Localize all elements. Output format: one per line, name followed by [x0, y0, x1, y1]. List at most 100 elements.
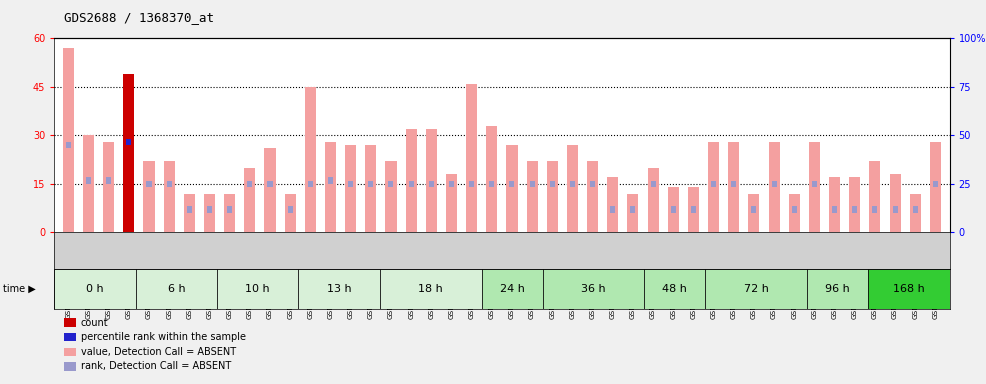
Bar	[247, 180, 252, 187]
Bar	[164, 161, 175, 232]
Bar	[587, 161, 599, 232]
Bar	[308, 180, 313, 187]
Bar	[245, 168, 255, 232]
Bar	[705, 269, 808, 309]
Bar	[405, 129, 417, 232]
Bar	[768, 142, 780, 232]
Bar	[348, 180, 353, 187]
Bar	[590, 180, 596, 187]
Bar	[325, 142, 336, 232]
Bar	[369, 180, 374, 187]
Bar	[567, 145, 578, 232]
Bar	[829, 177, 840, 232]
Bar	[751, 207, 756, 213]
Text: 10 h: 10 h	[246, 284, 270, 294]
Bar	[811, 180, 817, 187]
Bar	[183, 194, 195, 232]
Bar	[305, 87, 316, 232]
Text: 72 h: 72 h	[743, 284, 769, 294]
Text: 0 h: 0 h	[86, 284, 104, 294]
Bar	[147, 180, 152, 187]
Bar	[345, 145, 356, 232]
Text: 13 h: 13 h	[326, 284, 351, 294]
Text: 6 h: 6 h	[168, 284, 185, 294]
Bar	[708, 142, 719, 232]
Bar	[542, 269, 644, 309]
Bar	[849, 177, 861, 232]
Bar	[207, 207, 212, 213]
Bar	[873, 207, 878, 213]
Bar	[86, 177, 91, 184]
Bar	[386, 161, 396, 232]
Text: 48 h: 48 h	[663, 284, 687, 294]
Bar	[627, 194, 639, 232]
Bar	[143, 161, 155, 232]
Bar	[264, 148, 275, 232]
Bar	[651, 180, 656, 187]
Bar	[489, 180, 494, 187]
Bar	[426, 129, 437, 232]
Bar	[688, 187, 699, 232]
Bar	[510, 180, 515, 187]
Text: percentile rank within the sample: percentile rank within the sample	[81, 332, 246, 342]
Bar	[481, 269, 542, 309]
Bar	[285, 194, 296, 232]
Bar	[870, 161, 880, 232]
Bar	[469, 180, 474, 187]
Bar	[550, 180, 555, 187]
Bar	[570, 180, 575, 187]
Bar	[466, 84, 477, 232]
Bar	[380, 269, 481, 309]
Bar	[449, 180, 454, 187]
Bar	[106, 177, 111, 184]
Bar	[868, 269, 950, 309]
Bar	[527, 161, 537, 232]
Bar	[809, 142, 820, 232]
Bar	[388, 180, 393, 187]
Bar	[63, 48, 74, 232]
Bar	[299, 269, 380, 309]
Bar	[288, 207, 293, 213]
Text: 18 h: 18 h	[418, 284, 443, 294]
Bar	[547, 161, 558, 232]
Bar	[711, 180, 716, 187]
Bar	[792, 207, 797, 213]
Bar	[267, 180, 272, 187]
Bar	[913, 207, 918, 213]
Text: 24 h: 24 h	[500, 284, 525, 294]
Bar	[227, 207, 232, 213]
Bar	[54, 269, 136, 309]
Bar	[732, 180, 737, 187]
Bar	[910, 194, 921, 232]
Bar	[930, 142, 941, 232]
Text: time ▶: time ▶	[3, 284, 35, 294]
Bar	[691, 207, 696, 213]
Bar	[83, 136, 94, 232]
Bar	[644, 269, 705, 309]
Bar	[729, 142, 740, 232]
Text: GDS2688 / 1368370_at: GDS2688 / 1368370_at	[64, 12, 214, 25]
Bar	[892, 207, 897, 213]
Bar	[889, 174, 900, 232]
Bar	[832, 207, 837, 213]
Bar	[486, 126, 497, 232]
Bar	[429, 180, 434, 187]
Bar	[408, 180, 414, 187]
Bar	[648, 168, 659, 232]
Bar	[789, 194, 800, 232]
Text: count: count	[81, 318, 108, 328]
Bar	[668, 187, 678, 232]
Bar	[136, 269, 217, 309]
Bar	[365, 145, 377, 232]
Bar	[446, 174, 457, 232]
Bar	[217, 269, 299, 309]
Text: 36 h: 36 h	[581, 284, 605, 294]
Bar	[167, 180, 172, 187]
Bar	[748, 194, 759, 232]
Bar	[852, 207, 857, 213]
Bar	[126, 139, 131, 145]
Bar	[670, 207, 675, 213]
Bar	[808, 269, 868, 309]
Bar	[104, 142, 114, 232]
Bar	[186, 207, 192, 213]
